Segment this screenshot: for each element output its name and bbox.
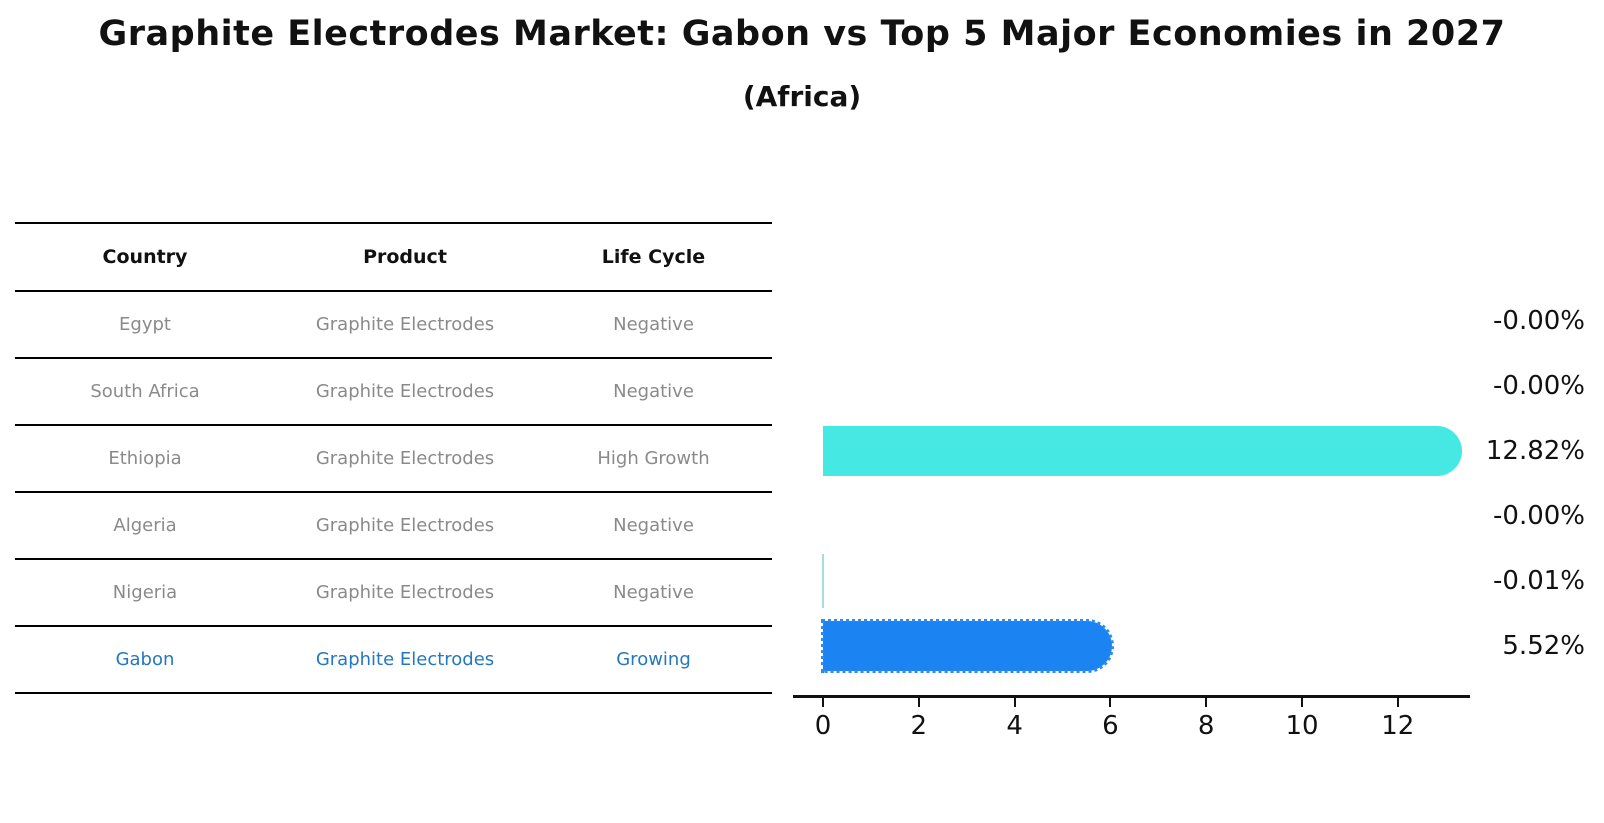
cell-product: Graphite Electrodes	[315, 314, 495, 335]
cell-life-cycle: Negative	[613, 582, 694, 603]
chart-title: Graphite Electrodes Market: Gabon vs Top…	[98, 14, 1506, 54]
cell-life-cycle: High Growth	[597, 448, 710, 469]
value-label: -0.01%	[1493, 565, 1585, 596]
x-tick-label: 8	[1197, 711, 1215, 741]
cell-country: South Africa	[90, 381, 200, 402]
table-row: South Africa Graphite Electrodes Negative	[15, 357, 772, 424]
cell-product: Graphite Electrodes	[315, 381, 495, 402]
x-tick-mark	[1013, 698, 1016, 707]
chart-subtitle: (Africa)	[742, 80, 862, 113]
table-row: Nigeria Graphite Electrodes Negative	[15, 558, 772, 625]
x-tick-mark	[822, 698, 824, 707]
cell-country: Gabon	[115, 649, 175, 670]
value-label: 5.52%	[1502, 630, 1585, 661]
cell-life-cycle: Negative	[613, 381, 694, 402]
column-header-country: Country	[102, 246, 188, 268]
x-tick-label: 0	[814, 711, 832, 741]
column-header-lifecycle: Life Cycle	[601, 246, 706, 268]
column-header-product: Product	[363, 246, 447, 268]
x-tick-mark	[1205, 698, 1208, 707]
table-body: Egypt Graphite Electrodes Negative South Af…	[15, 290, 772, 694]
table-header-row: Country Product Life Cycle	[15, 222, 772, 290]
value-label: -0.00%	[1493, 370, 1585, 401]
x-tick-mark	[1109, 698, 1112, 707]
bar-gabon	[820, 618, 1115, 673]
table-row: Ethiopia Graphite Electrodes High Growth	[15, 424, 772, 491]
x-tick-label: 4	[1006, 711, 1023, 741]
cell-country: Nigeria	[112, 582, 178, 603]
x-tick-mark	[1301, 698, 1303, 707]
cell-life-cycle: Negative	[613, 515, 694, 536]
value-label: -0.00%	[1493, 305, 1585, 336]
table-row: Egypt Graphite Electrodes Negative	[15, 290, 772, 357]
cell-life-cycle: Negative	[613, 314, 694, 335]
cell-product: Graphite Electrodes	[315, 515, 495, 536]
value-label: 12.82%	[1485, 435, 1585, 466]
cell-product: Graphite Electrodes	[315, 582, 495, 603]
cell-country: Egypt	[119, 314, 171, 335]
x-tick-mark	[1396, 698, 1399, 707]
cell-product: Graphite Electrodes	[315, 448, 495, 469]
x-tick-label: 12	[1381, 711, 1415, 741]
country-table: Country Product Life Cycle Egypt Graphite…	[15, 222, 772, 694]
cell-country: Algeria	[113, 515, 177, 536]
bar-ethiopia	[823, 425, 1463, 476]
x-tick-label: 2	[910, 711, 928, 741]
x-axis-line	[793, 695, 1470, 698]
table-row: Algeria Graphite Electrodes Negative	[15, 491, 772, 558]
cell-life-cycle: Growing	[616, 649, 691, 670]
value-label: -0.00%	[1493, 500, 1585, 531]
near-zero-marker-nigeria	[822, 553, 824, 608]
table-row: Gabon Graphite Electrodes Growing	[15, 625, 772, 694]
cell-country: Ethiopia	[108, 448, 182, 469]
x-tick-label: 6	[1102, 711, 1119, 741]
x-tick-mark	[917, 698, 920, 707]
x-tick-label: 10	[1285, 711, 1319, 741]
cell-product: Graphite Electrodes	[315, 649, 495, 670]
